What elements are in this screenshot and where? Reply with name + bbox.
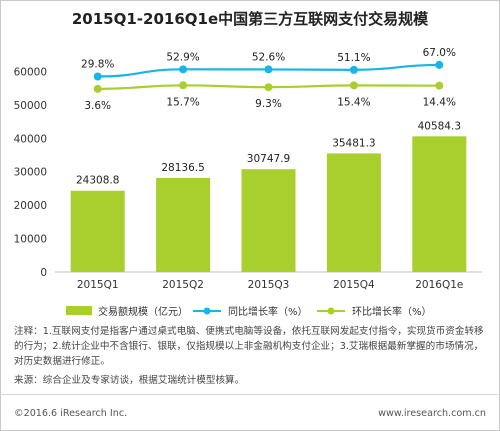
- y-tick-label: 30000: [14, 167, 47, 179]
- bar-value-label: 24308.8: [76, 175, 119, 187]
- y-tick-label: 20000: [14, 200, 47, 212]
- yoy-value-label: 51.1%: [337, 52, 370, 64]
- legend-label-yoy: 同比增长率（%）: [228, 307, 308, 318]
- qoq-point: [93, 84, 102, 93]
- bar-value-label: 30747.9: [247, 153, 290, 165]
- bar: [241, 169, 296, 272]
- qoq-point: [264, 83, 273, 92]
- yoy-value-label: 67.0%: [423, 47, 456, 59]
- bar: [156, 177, 211, 272]
- chart-note: 注释：1.互联网支付是指客户通过桌式电脑、便携式电脑等设备，依托互联网发起支付指…: [14, 326, 484, 367]
- legend-label-volume: 交易额规模（亿元）: [98, 307, 188, 318]
- legend-bar-swatch: [66, 306, 92, 315]
- x-tick-label: 2015Q3: [248, 279, 290, 291]
- legend-item-volume: 交易额规模（亿元）: [66, 303, 188, 318]
- qoq-value-label: 15.4%: [337, 96, 370, 108]
- y-tick-label: 50000: [14, 100, 47, 112]
- qoq-value-label: 3.6%: [84, 100, 111, 112]
- footer-divider: [0, 394, 498, 395]
- bar: [70, 190, 125, 272]
- footer-website: www.iresearch.com.cn: [378, 408, 486, 419]
- yoy-point: [93, 72, 102, 81]
- yoy-value-label: 29.8%: [81, 59, 114, 71]
- chart-source: 来源：综合企业及专家访谈，根据艾瑞统计模型核算。: [14, 375, 245, 386]
- bar-value-label: 28136.5: [161, 162, 204, 174]
- yoy-point: [435, 60, 444, 69]
- x-tick-label: 2015Q4: [333, 279, 375, 291]
- footer-copyright: ©2016.6 iResearch Inc.: [14, 408, 128, 419]
- yoy-point: [264, 65, 273, 74]
- chart-title: 2015Q1-2016Q1e中国第三方互联网支付交易规模: [71, 10, 429, 28]
- bar-value-label: 40584.3: [418, 120, 461, 132]
- qoq-point: [435, 81, 444, 90]
- x-tick-label: 2015Q1: [77, 279, 119, 291]
- y-tick-label: 0: [40, 267, 47, 279]
- legend-item-qoq: 环比增长率（%）: [316, 303, 432, 318]
- y-tick-label: 10000: [14, 234, 47, 246]
- y-tick-label: 60000: [14, 66, 47, 78]
- legend: 交易额规模（亿元） 同比增长率（%） 环比增长率（%）: [0, 303, 500, 319]
- yoy-value-label: 52.9%: [166, 51, 199, 63]
- chart-canvas: 0 10000 20000 30000 40000 50000 60000 24308.8 20…: [14, 47, 482, 291]
- x-tick-label: 2016Q1e: [415, 279, 463, 291]
- x-tick-label: 2015Q2: [162, 279, 204, 291]
- bar: [326, 153, 381, 272]
- bar-value-label: 35481.3: [332, 137, 375, 149]
- yoy-point: [179, 65, 188, 74]
- legend-qoq-swatch: [317, 307, 345, 314]
- qoq-point: [179, 81, 188, 90]
- y-tick-label: 40000: [14, 133, 47, 145]
- qoq-value-label: 9.3%: [255, 98, 282, 110]
- bar: [412, 136, 467, 272]
- qoq-value-label: 14.4%: [423, 97, 456, 109]
- legend-label-qoq: 环比增长率（%）: [352, 307, 432, 318]
- yoy-point: [349, 65, 358, 74]
- legend-item-yoy: 同比增长率（%）: [192, 303, 308, 318]
- qoq-value-label: 15.7%: [166, 96, 199, 108]
- yoy-value-label: 52.6%: [252, 51, 285, 63]
- qoq-point: [349, 81, 358, 90]
- legend-yoy-swatch: [193, 307, 221, 314]
